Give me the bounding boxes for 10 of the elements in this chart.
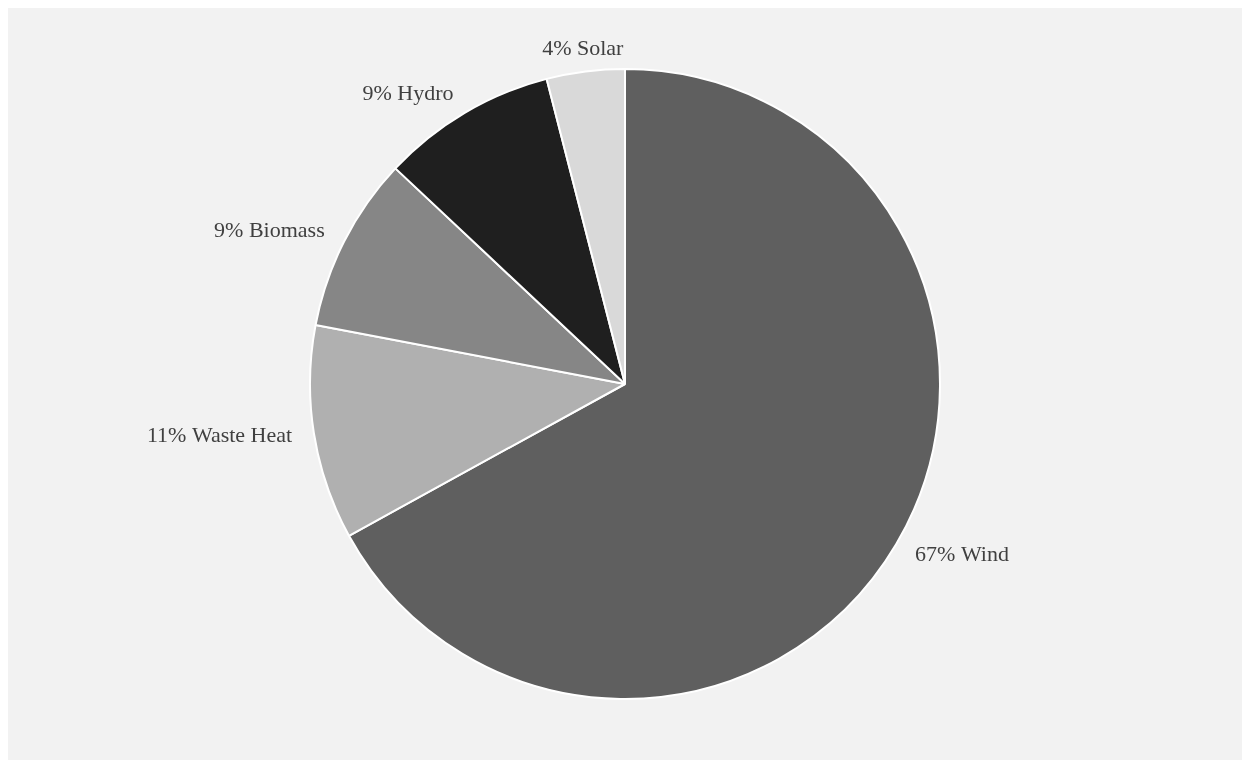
data-label: 9% xyxy=(362,79,392,105)
data-label: 9% xyxy=(214,216,244,242)
slice-label: Biomass xyxy=(248,216,325,242)
slice-label: Solar xyxy=(576,35,625,61)
data-label: 11% xyxy=(146,422,187,448)
data-label: 4% xyxy=(542,35,572,61)
data-label: 67% xyxy=(915,541,956,567)
slice-label: Waste Heat xyxy=(191,422,293,448)
slice-label: Hydro xyxy=(397,79,454,105)
slice-label: Wind xyxy=(960,541,1009,567)
